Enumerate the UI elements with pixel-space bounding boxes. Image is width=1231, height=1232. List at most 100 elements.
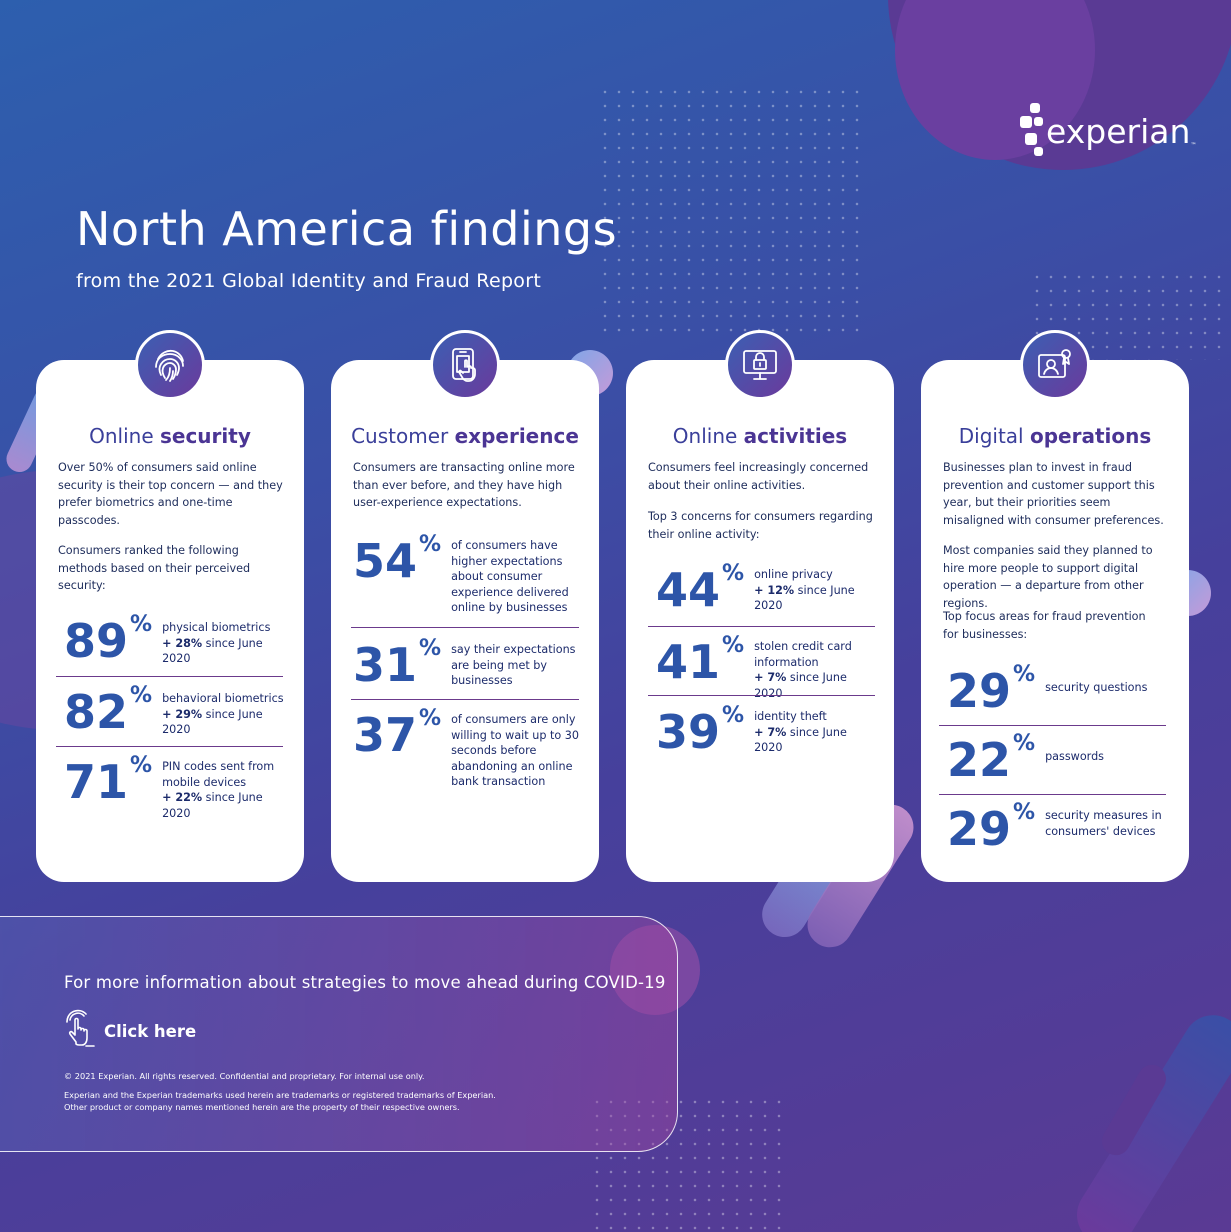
copyright-text: © 2021 Experian. All rights reserved. Co… — [64, 1071, 425, 1081]
stat-change-line: + 22% since June 2020 — [162, 790, 284, 821]
divider — [939, 794, 1166, 795]
stat-since: since June 2020 — [162, 707, 263, 737]
card-online-security: Online security Over 50% of consumers sa… — [36, 330, 304, 882]
card-secondary-text: Most companies said they planned to hire… — [943, 544, 1153, 610]
card-title-bold: experience — [454, 424, 579, 448]
stat-description: physical biometrics + 28% since June 202… — [162, 620, 284, 667]
stat-percent: % — [130, 753, 153, 778]
stat-change: + 28% — [162, 636, 203, 650]
fingerprint-icon — [135, 330, 205, 400]
stat-change: + 7% — [754, 725, 787, 739]
logo-trademark: ™ — [1190, 142, 1197, 149]
stat-description: identity theft + 7% since June 2020 — [754, 709, 874, 756]
stat-number: 39 — [656, 705, 721, 759]
stat-percent: % — [419, 532, 442, 557]
stat-change-line: + 28% since June 2020 — [162, 636, 284, 667]
page-subtitle: from the 2021 Global Identity and Fraud … — [76, 270, 542, 292]
stat-percent: % — [419, 706, 442, 731]
footer-info-text: For more information about strategies to… — [64, 973, 666, 992]
card-intro-text: Consumers feel increasingly concerned ab… — [648, 461, 869, 492]
trademark-text: Experian and the Experian trademarks use… — [64, 1090, 496, 1100]
stat-number: 37 — [353, 708, 418, 762]
card-title-bold: security — [159, 424, 251, 448]
footer-panel — [0, 916, 678, 1152]
stat-description: online privacy + 12% since June 2020 — [754, 567, 874, 614]
logo-wordmark: experian — [1046, 111, 1191, 151]
divider — [648, 626, 875, 627]
card-title: Online security — [36, 424, 304, 448]
card-secondary-text: Consumers ranked the following methods b… — [58, 544, 251, 592]
stat-description: stolen credit card information + 7% sinc… — [754, 639, 874, 701]
card-title: Customer experience — [331, 424, 599, 448]
stat-change: + 29% — [162, 707, 203, 721]
stat-change: + 7% — [754, 671, 787, 684]
stat-description: say their expectations are being met by … — [451, 643, 576, 687]
stat-percent: % — [722, 633, 745, 658]
card-title: Online activities — [626, 424, 894, 448]
stat-number: 44 — [656, 563, 721, 617]
stat-since: since June 2020 — [754, 671, 847, 700]
id-badge-icon — [1020, 330, 1090, 400]
tablet-touch-icon — [430, 330, 500, 400]
divider — [56, 746, 283, 747]
stat-item: 31% say their expectations are being met… — [353, 636, 579, 692]
divider — [351, 627, 579, 628]
stat-item: 44% online privacy + 12% since June 2020 — [656, 561, 874, 617]
stat-item: 29% security questions — [947, 662, 1169, 718]
stat-description: passwords — [1045, 750, 1105, 763]
stat-percent: % — [1013, 800, 1036, 825]
stat-label: PIN codes sent from mobile devices — [162, 760, 275, 789]
stat-percent: % — [722, 703, 745, 728]
stat-percent: % — [130, 683, 153, 708]
experian-logo: experian ™ — [1020, 103, 1196, 159]
stat-item: 41% stolen credit card information + 7% … — [656, 633, 874, 701]
stat-change: + 12% — [754, 583, 795, 597]
stat-number: 89 — [64, 614, 129, 668]
pointer-hand-icon — [64, 1008, 98, 1054]
logo-mark-icon — [1020, 103, 1044, 159]
card-customer-experience: Customer experience Consumers are transa… — [331, 330, 599, 882]
card-title-plain: Customer — [351, 424, 455, 448]
stat-label: online privacy — [754, 568, 833, 581]
page-title: North America findings — [76, 202, 618, 256]
stat-since: since June 2020 — [754, 725, 847, 755]
stat-number: 29 — [947, 664, 1012, 718]
stat-percent: % — [1013, 731, 1036, 756]
stat-change-line: + 29% since June 2020 — [162, 707, 284, 738]
stat-number: 31 — [353, 638, 418, 692]
stat-since: since June 2020 — [162, 636, 263, 666]
stat-item: 29% security measures in consumers' devi… — [947, 800, 1169, 852]
card-online-activities: Online activities Consumers feel increas… — [626, 330, 894, 882]
stat-item: 22% passwords — [947, 731, 1169, 787]
stat-description: behavioral biometrics + 29% since June 2… — [162, 691, 284, 738]
card-intro-text: Businesses plan to invest in fraud preve… — [943, 461, 1164, 527]
stat-since: since June 2020 — [754, 583, 855, 613]
card-tertiary-text: Top focus areas for fraud prevention for… — [943, 610, 1146, 641]
card-title-plain: Online — [89, 424, 160, 448]
stat-item: 39% identity theft + 7% since June 2020 — [656, 703, 874, 759]
stat-item: 82% behavioral biometrics + 29% since Ju… — [64, 683, 284, 739]
stat-item: 71% PIN codes sent from mobile devices +… — [64, 753, 284, 821]
trademark-text-2: Other product or company names mentioned… — [64, 1102, 460, 1112]
click-here-link[interactable]: Click here — [64, 1008, 196, 1054]
stat-percent: % — [130, 612, 153, 637]
stat-description: of consumers have higher expectations ab… — [451, 539, 569, 614]
stat-change-line: + 12% since June 2020 — [754, 583, 874, 614]
divider — [56, 676, 283, 677]
click-here-label[interactable]: Click here — [104, 1021, 197, 1041]
stat-percent: % — [722, 561, 745, 586]
card-title-plain: Online — [672, 424, 744, 448]
stat-description: security measures in consumers' devices — [1045, 809, 1162, 838]
stat-label: identity theft — [754, 710, 827, 723]
divider — [648, 695, 875, 696]
stat-number: 82 — [64, 685, 129, 739]
stat-number: 41 — [656, 635, 721, 689]
card-intro-text: Over 50% of consumers said online securi… — [58, 461, 283, 527]
stat-change: + 22% — [162, 791, 203, 804]
stat-item: 54% of consumers have higher expectation… — [353, 532, 579, 616]
card-intro-text: Consumers are transacting online more th… — [353, 461, 575, 509]
stat-label: stolen credit card information — [754, 640, 852, 669]
stat-description: security questions — [1045, 681, 1148, 694]
card-title-plain: Digital — [958, 424, 1030, 448]
stat-number: 22 — [947, 733, 1012, 787]
